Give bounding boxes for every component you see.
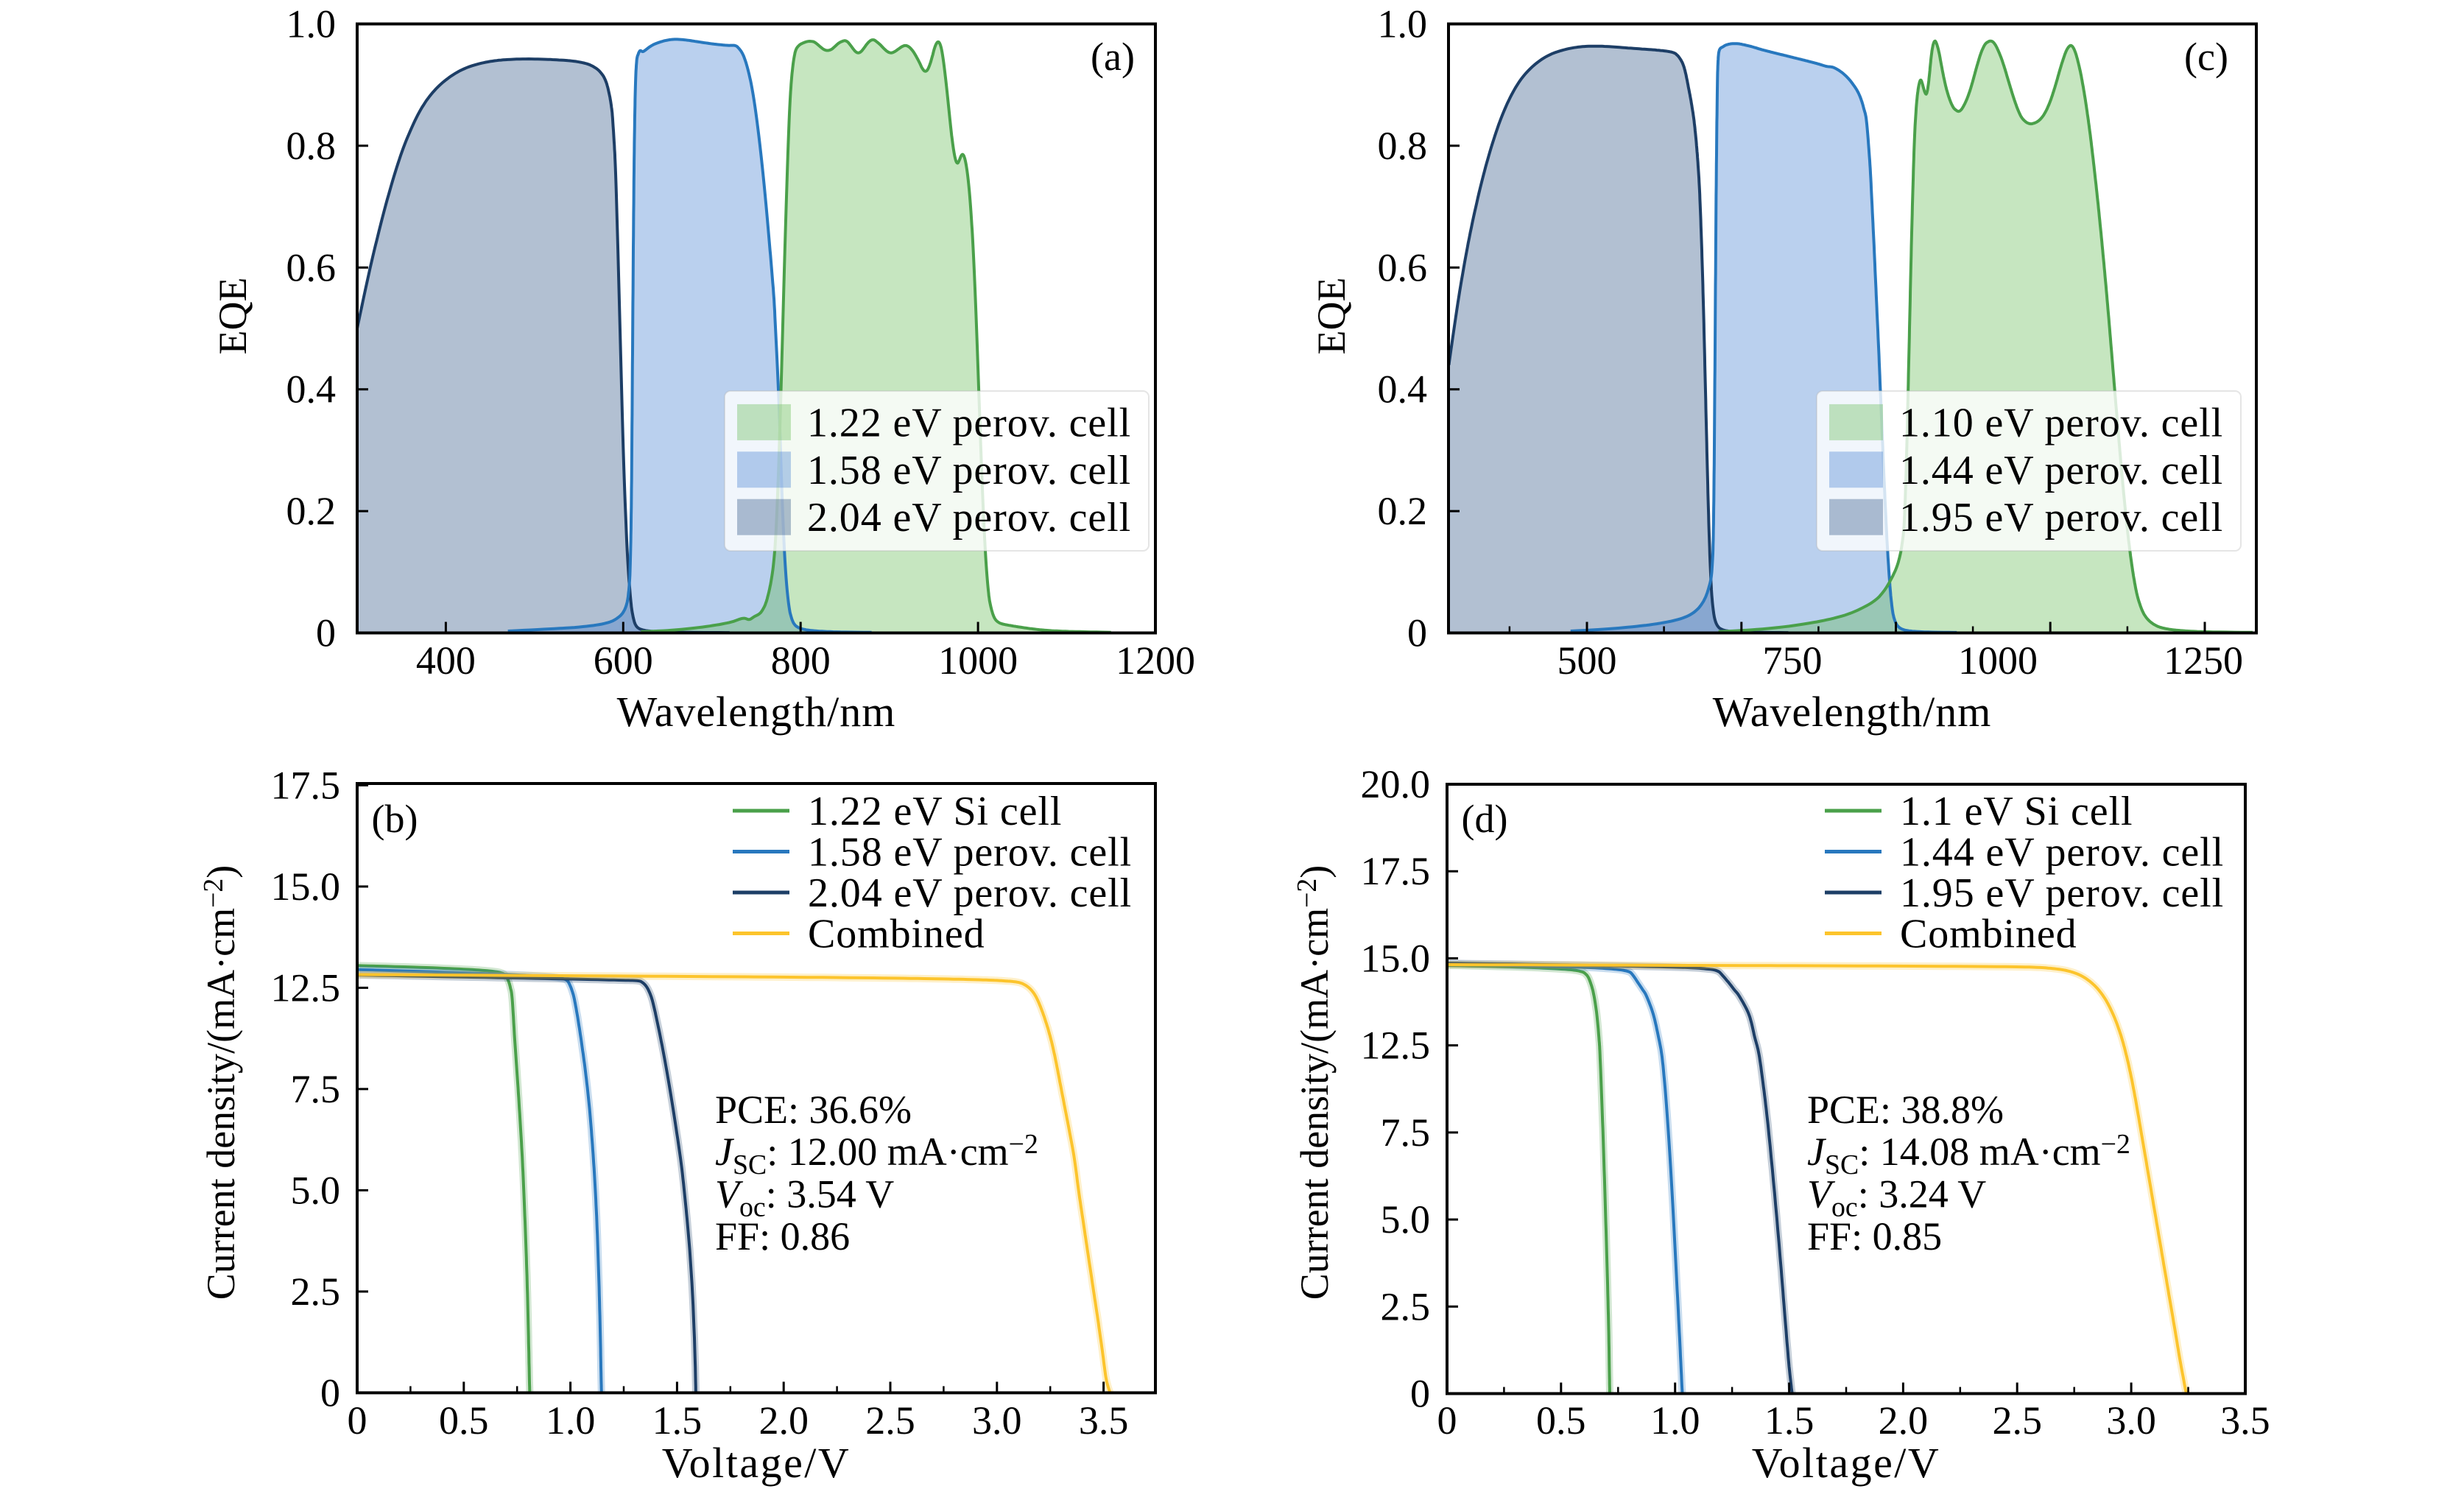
svg-text:400: 400 (416, 638, 476, 683)
svg-text:(d): (d) (1462, 797, 1508, 841)
svg-text:JSC: 12.00 mA·cm−2: JSC: 12.00 mA·cm−2 (715, 1129, 1038, 1180)
svg-text:Voc: 3.54 V: Voc: 3.54 V (715, 1172, 894, 1223)
svg-text:1.1 eV Si cell: 1.1 eV Si cell (1900, 789, 2133, 834)
svg-text:1000: 1000 (1958, 638, 2038, 683)
svg-text:3.5: 3.5 (1079, 1398, 1129, 1443)
svg-text:JSC: 14.08 mA·cm−2: JSC: 14.08 mA·cm−2 (1807, 1129, 2130, 1180)
svg-text:1.95 eV perov. cell: 1.95 eV perov. cell (1900, 870, 2224, 916)
svg-text:0: 0 (1410, 1372, 1430, 1416)
svg-text:1.5: 1.5 (652, 1398, 703, 1443)
svg-text:0: 0 (1437, 1398, 1457, 1443)
svg-text:Voltage/V: Voltage/V (1752, 1439, 1941, 1487)
svg-text:1250: 1250 (2164, 638, 2243, 683)
svg-text:Current density/(mA·cm−2): Current density/(mA·cm−2) (198, 865, 243, 1300)
svg-text:15.0: 15.0 (1361, 936, 1431, 980)
svg-text:Voc: 3.24 V: Voc: 3.24 V (1807, 1172, 1986, 1223)
svg-text:1.10 eV perov. cell: 1.10 eV perov. cell (1899, 400, 2223, 446)
svg-text:1.0: 1.0 (1650, 1398, 1700, 1443)
svg-text:0.8: 0.8 (1378, 124, 1428, 168)
svg-text:2.0: 2.0 (758, 1398, 809, 1443)
svg-text:1.95 eV perov. cell: 1.95 eV perov. cell (1899, 495, 2223, 541)
svg-text:1.44 eV perov. cell: 1.44 eV perov. cell (1899, 448, 2223, 493)
svg-text:PCE: 38.8%: PCE: 38.8% (1807, 1088, 2004, 1132)
svg-text:15.0: 15.0 (271, 865, 341, 909)
svg-text:2.04 eV perov. cell: 2.04 eV perov. cell (808, 870, 1132, 916)
svg-text:3.0: 3.0 (972, 1398, 1022, 1443)
svg-text:1200: 1200 (1116, 638, 1195, 683)
svg-text:EQE: EQE (211, 278, 255, 355)
svg-text:1.44 eV perov. cell: 1.44 eV perov. cell (1900, 830, 2224, 876)
svg-text:1.58 eV perov. cell: 1.58 eV perov. cell (808, 830, 1132, 876)
svg-text:1.22 eV Si cell: 1.22 eV Si cell (808, 789, 1062, 834)
svg-text:3.0: 3.0 (2106, 1398, 2156, 1443)
svg-text:0.2: 0.2 (1378, 489, 1428, 533)
svg-text:2.0: 2.0 (1879, 1398, 1929, 1443)
svg-text:7.5: 7.5 (291, 1067, 341, 1111)
svg-text:EQE: EQE (1309, 278, 1354, 355)
svg-text:0: 0 (320, 1370, 340, 1415)
svg-text:0.5: 0.5 (1536, 1398, 1586, 1443)
svg-text:Voltage/V: Voltage/V (662, 1439, 851, 1487)
svg-text:Wavelength/nm: Wavelength/nm (1713, 688, 1992, 736)
svg-text:0.5: 0.5 (439, 1398, 489, 1443)
svg-text:1000: 1000 (938, 638, 1018, 683)
svg-text:7.5: 7.5 (1381, 1110, 1431, 1155)
svg-text:0.6: 0.6 (286, 245, 337, 289)
svg-text:0.4: 0.4 (286, 367, 337, 412)
svg-text:0.8: 0.8 (286, 124, 337, 168)
svg-text:750: 750 (1763, 638, 1823, 683)
svg-text:12.5: 12.5 (1361, 1024, 1431, 1068)
svg-text:17.5: 17.5 (1361, 849, 1431, 893)
svg-text:1.22 eV perov. cell: 1.22 eV perov. cell (807, 400, 1131, 446)
svg-text:17.5: 17.5 (271, 763, 341, 807)
svg-text:0.4: 0.4 (1378, 367, 1428, 412)
svg-text:Wavelength/nm: Wavelength/nm (617, 688, 896, 736)
svg-text:800: 800 (771, 638, 831, 683)
svg-text:0: 0 (1407, 611, 1427, 655)
svg-text:0.2: 0.2 (286, 489, 337, 533)
svg-text:0.6: 0.6 (1378, 245, 1428, 289)
svg-text:3.5: 3.5 (2220, 1398, 2270, 1443)
svg-text:2.04 eV perov. cell: 2.04 eV perov. cell (807, 495, 1131, 541)
svg-text:1.0: 1.0 (546, 1398, 596, 1443)
svg-text:(c): (c) (2184, 35, 2228, 79)
svg-text:2.5: 2.5 (1992, 1398, 2042, 1443)
svg-text:500: 500 (1557, 638, 1617, 683)
svg-text:1.58 eV perov. cell: 1.58 eV perov. cell (807, 448, 1131, 493)
svg-text:1.5: 1.5 (1764, 1398, 1814, 1443)
svg-text:0: 0 (316, 611, 336, 655)
svg-text:PCE: 36.6%: PCE: 36.6% (715, 1088, 912, 1132)
svg-text:Combined: Combined (808, 912, 985, 957)
svg-text:1.0: 1.0 (1378, 2, 1428, 46)
svg-text:12.5: 12.5 (271, 965, 341, 1010)
svg-text:2.5: 2.5 (1381, 1284, 1431, 1328)
svg-text:Combined: Combined (1900, 912, 2077, 957)
svg-text:FF: 0.85: FF: 0.85 (1807, 1214, 1942, 1258)
svg-text:20.0: 20.0 (1361, 762, 1431, 806)
svg-text:5.0: 5.0 (1381, 1197, 1431, 1242)
svg-text:2.5: 2.5 (291, 1270, 341, 1314)
svg-text:5.0: 5.0 (291, 1168, 341, 1212)
svg-text:(a): (a) (1091, 35, 1135, 79)
svg-text:(b): (b) (372, 797, 418, 841)
svg-text:FF: 0.86: FF: 0.86 (715, 1214, 850, 1258)
svg-text:1.0: 1.0 (286, 2, 337, 46)
svg-text:600: 600 (594, 638, 653, 683)
svg-text:0: 0 (348, 1398, 367, 1443)
svg-text:2.5: 2.5 (865, 1398, 915, 1443)
svg-text:Current density/(mA·cm−2): Current density/(mA·cm−2) (1292, 865, 1337, 1300)
